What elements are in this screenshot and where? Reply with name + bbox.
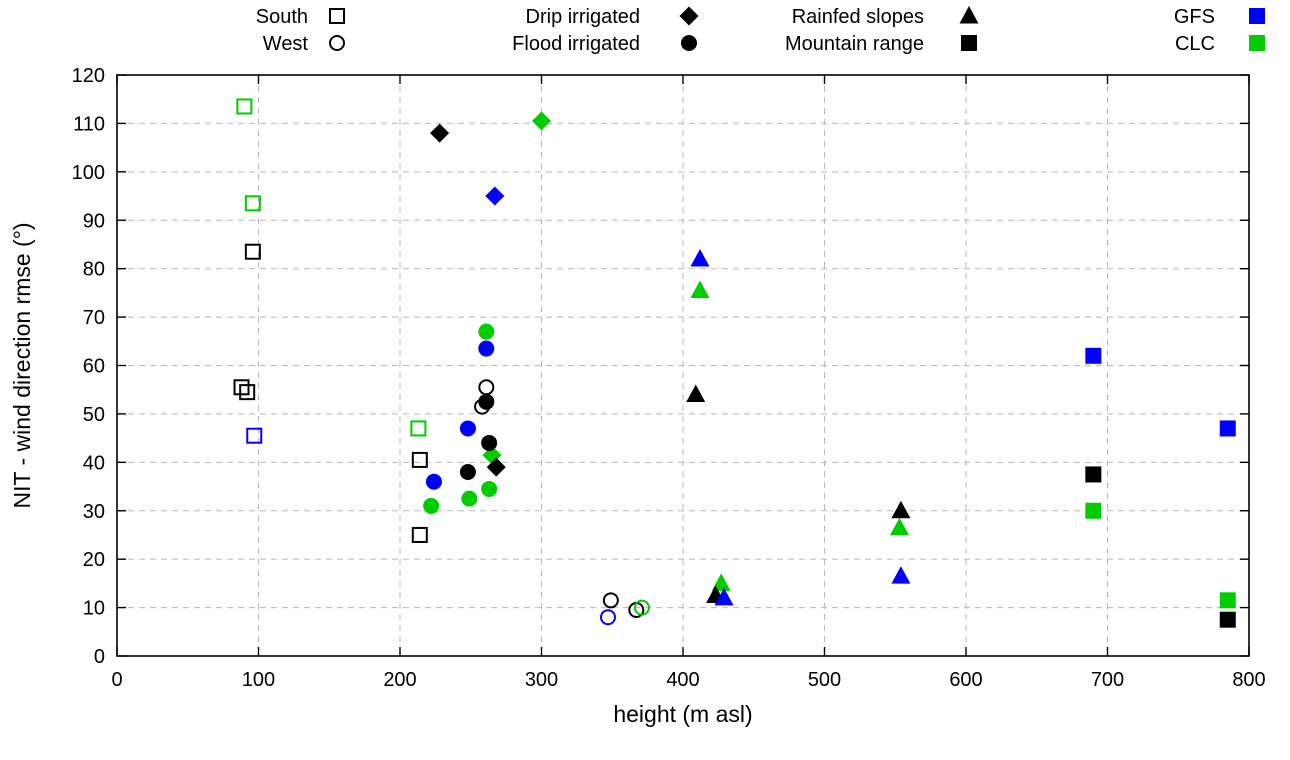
data-point-filled-square	[1219, 611, 1236, 628]
legend-label: West	[263, 33, 309, 55]
x-tick-label: 800	[1232, 669, 1265, 691]
x-tick-label: 500	[808, 669, 841, 691]
legend-label: Mountain range	[785, 33, 924, 55]
x-tick-label: 300	[525, 669, 558, 691]
data-point-open-circle	[600, 609, 617, 626]
y-tick-label: 10	[83, 598, 105, 620]
legend-label: Flood irrigated	[512, 33, 640, 55]
data-point-open-circle	[633, 599, 650, 616]
y-tick-label: 80	[83, 259, 105, 281]
data-point-filled-square	[1219, 592, 1236, 609]
y-tick-label: 0	[94, 646, 105, 668]
y-tick-label: 50	[83, 404, 105, 426]
y-tick-label: 100	[72, 162, 105, 184]
data-point-open-square	[239, 384, 256, 401]
legend-label: GFS	[1174, 6, 1215, 28]
data-point-filled-circle	[423, 497, 440, 514]
data-point-filled-triangle	[714, 587, 734, 606]
data-point-filled-diamond	[486, 457, 506, 477]
data-point-filled-circle	[478, 323, 495, 340]
y-tick-label: 90	[83, 210, 105, 232]
legend-marker-filled-square	[1249, 35, 1265, 51]
y-tick-label: 120	[72, 65, 105, 87]
data-point-open-square	[411, 526, 428, 543]
data-point-filled-diamond	[485, 186, 505, 206]
data-point-open-square	[244, 195, 261, 212]
data-point-filled-diamond	[532, 111, 551, 131]
data-point-filled-triangle	[711, 573, 731, 591]
legend-label: Drip irrigated	[526, 6, 640, 28]
data-point-filled-circle	[459, 464, 476, 481]
data-point-open-square	[411, 451, 428, 468]
y-axis-label: NIT - wind direction rmse (°)	[9, 222, 35, 508]
legend-marker-filled-triangle	[959, 6, 979, 24]
x-tick-label: 200	[383, 669, 416, 691]
data-point-filled-circle	[481, 480, 498, 497]
data-point-open-square	[236, 98, 253, 115]
data-point-filled-triangle	[690, 280, 710, 298]
data-point-filled-triangle	[686, 384, 706, 403]
data-point-open-circle	[602, 592, 619, 609]
y-tick-label: 20	[83, 549, 105, 571]
legend-label: CLC	[1175, 33, 1215, 55]
legend-label: South	[256, 6, 308, 28]
legend-marker-filled-diamond	[679, 6, 699, 26]
x-tick-label: 700	[1091, 669, 1124, 691]
x-axis-label: height (m asl)	[613, 701, 752, 727]
data-point-open-circle	[478, 379, 495, 396]
x-tick-label: 400	[666, 669, 699, 691]
y-tick-label: 110	[73, 113, 105, 135]
data-point-open-square	[410, 420, 427, 437]
data-point-open-square	[233, 379, 250, 396]
x-tick-label: 0	[111, 669, 122, 691]
y-tick-label: 60	[83, 356, 105, 378]
data-point-open-square	[244, 243, 261, 260]
y-tick-label: 70	[83, 307, 105, 329]
y-tick-label: 30	[83, 501, 105, 523]
x-tick-label: 600	[949, 669, 982, 691]
legend-marker-filled-circle	[681, 35, 697, 51]
data-point-filled-square	[1085, 466, 1102, 483]
data-point-filled-triangle	[889, 517, 909, 536]
legend-label: Rainfed slopes	[792, 6, 924, 28]
data-point-filled-circle	[478, 393, 495, 410]
legend-marker-filled-square	[961, 35, 977, 51]
legend-marker-open-circle	[329, 35, 345, 51]
data-point-filled-circle	[481, 434, 498, 451]
data-point-filled-triangle	[891, 566, 911, 584]
data-point-filled-diamond	[430, 123, 450, 143]
data-point-filled-square	[1085, 502, 1102, 519]
data-point-filled-circle	[459, 420, 476, 437]
data-point-filled-circle	[478, 340, 495, 357]
data-point-filled-circle	[425, 473, 442, 490]
legend-marker-open-square	[329, 8, 345, 24]
data-point-filled-square	[1085, 347, 1102, 364]
data-point-filled-triangle	[690, 248, 710, 267]
data-point-open-square	[246, 427, 263, 444]
y-tick-label: 40	[83, 452, 105, 474]
data-point-filled-circle	[461, 490, 478, 507]
legend-marker-filled-square	[1249, 8, 1265, 24]
data-point-filled-triangle	[891, 500, 911, 519]
x-tick-label: 100	[242, 669, 275, 691]
data-point-filled-square	[1219, 420, 1236, 437]
